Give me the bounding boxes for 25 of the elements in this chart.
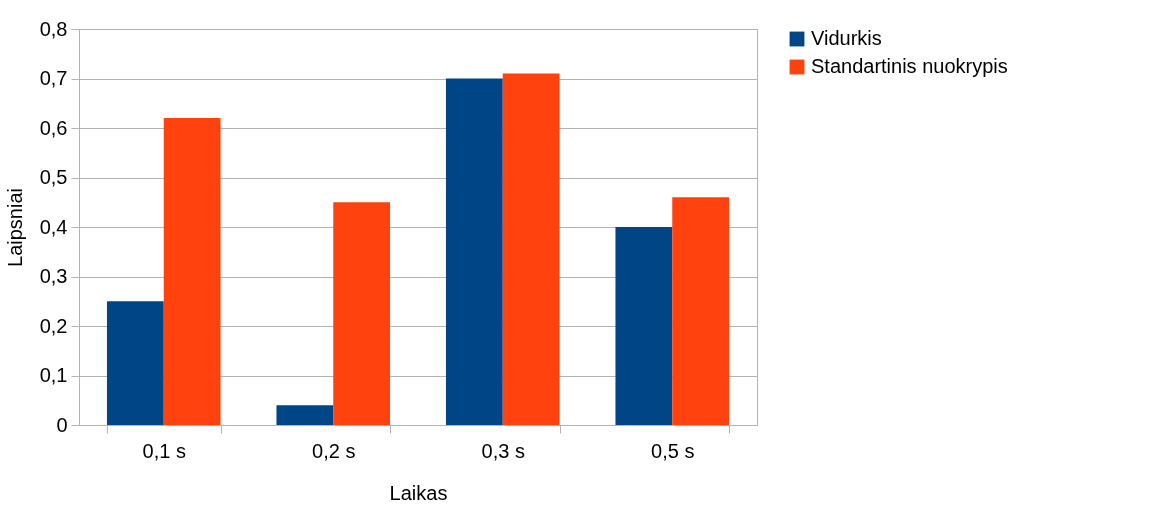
x-axis-title: Laikas	[389, 481, 448, 504]
bar	[672, 197, 730, 425]
y-tick-label: 0,7	[39, 67, 68, 89]
y-tick-label: 0,1	[39, 364, 68, 386]
y-tick-label: 0,6	[39, 116, 68, 139]
y-axis-title: Laipsniai	[3, 188, 26, 267]
bar	[333, 202, 391, 425]
y-tick-label: 0,8	[39, 17, 68, 40]
y-tick-label: 0,4	[39, 215, 68, 238]
legend-label: Vidurkis	[811, 27, 882, 49]
x-tick-label: 0,1 s	[142, 439, 186, 462]
y-tick-label: 0,3	[39, 265, 68, 287]
y-tick-label: 0,5	[39, 166, 68, 188]
y-tick-label: 0,2	[39, 314, 68, 337]
bar	[276, 405, 334, 425]
legend-label: Standartinis nuokrypis	[811, 55, 1008, 77]
bar	[502, 73, 560, 425]
bar	[445, 78, 503, 425]
x-tick-label: 0,5 s	[651, 439, 695, 462]
bar	[106, 301, 164, 425]
bar	[163, 118, 221, 425]
x-tick-label: 0,3 s	[481, 439, 525, 462]
x-tick-label: 0,2 s	[312, 439, 356, 462]
y-tick-label: 0	[56, 413, 68, 436]
bar	[615, 227, 673, 425]
